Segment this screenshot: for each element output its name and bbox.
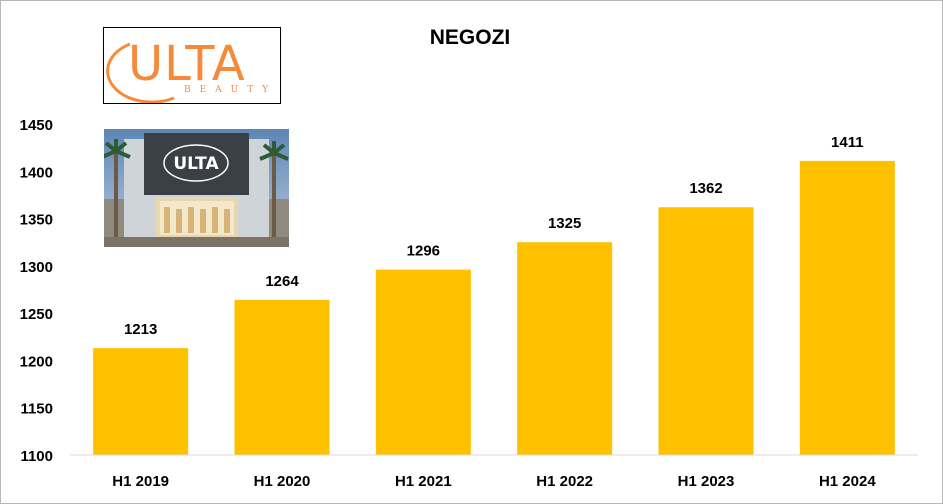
bar-value-label: 1296	[407, 243, 440, 260]
chart-title: NEGOZI	[430, 26, 511, 49]
bar-value-label: 1264	[265, 273, 299, 290]
x-tick-label: H1 2022	[536, 473, 593, 490]
y-tick-label: 1300	[20, 259, 53, 276]
y-tick-label: 1250	[20, 306, 53, 323]
bar-h1-2021	[375, 269, 471, 455]
storefront-image: ULTA	[104, 129, 289, 247]
y-tick-label: 1450	[20, 117, 53, 134]
data-labels: 1213 1264 1296 1325 1362 1411	[124, 134, 864, 338]
y-tick-label: 1200	[20, 353, 53, 370]
bar-h1-2019	[93, 348, 189, 455]
logo-word: ULTA	[128, 36, 246, 92]
y-tick-label: 1150	[20, 401, 53, 418]
y-tick-label: 1400	[20, 164, 53, 181]
y-tick-label: 1350	[20, 212, 53, 229]
bar-series	[93, 160, 895, 455]
bar-h1-2022	[517, 242, 613, 455]
storefront-sign: ULTA	[173, 154, 219, 174]
logo-sub: BEAUTY	[184, 85, 277, 95]
bar-h1-2023	[658, 207, 754, 455]
bar-value-label: 1325	[548, 215, 581, 232]
x-tick-label: H1 2023	[678, 473, 735, 490]
ulta-beauty-logo: ULTA BEAUTY	[103, 27, 281, 104]
bar-value-label: 1411	[831, 134, 864, 151]
x-axis: H1 2019 H1 2020 H1 2021 H1 2022 H1 2023 H1 20…	[112, 473, 876, 490]
x-tick-label: H1 2019	[112, 473, 169, 490]
y-axis: 1100 1150 1200 1250 1300 1350 1400 1450	[20, 117, 53, 465]
x-tick-label: H1 2020	[254, 473, 311, 490]
y-tick-label: 1100	[20, 448, 53, 465]
ulta-logo-mark: ULTA BEAUTY	[106, 36, 277, 103]
bar-h1-2020	[234, 299, 330, 455]
x-tick-label: H1 2021	[395, 473, 452, 490]
bar-value-label: 1213	[124, 321, 157, 338]
storefront-photo: ULTA	[104, 129, 289, 247]
bar-value-label: 1362	[689, 180, 722, 197]
bar-h1-2024	[799, 160, 895, 455]
x-tick-label: H1 2024	[819, 473, 876, 490]
